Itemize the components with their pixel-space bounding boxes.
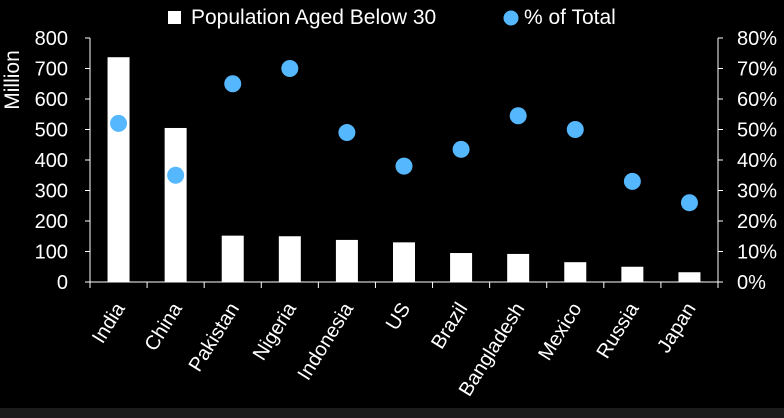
right-tick-label: 40% [737,150,777,172]
left-tick-label: 0 [57,272,68,294]
x-tick-label: India [88,298,130,347]
x-tick-label: Mexico [534,299,586,364]
right-tick-label: 0% [737,272,766,294]
x-tick-label: Brazil [427,299,472,353]
left-tick-label: 400 [35,150,68,172]
dot-bangladesh [509,107,527,125]
dot-us [395,157,413,175]
bar-bangladesh [507,253,530,282]
dot-indonesia [338,124,356,142]
dot-pakistan [224,75,242,93]
dot-russia [623,172,641,190]
bar-russia [621,266,644,282]
legend-bar-swatch [168,11,181,24]
bar-china [164,127,187,282]
bar-mexico [564,262,587,282]
bottom-strip [0,408,784,418]
right-tick-label: 80% [737,28,777,50]
bar-us [393,242,415,282]
dot-mexico [566,121,584,138]
left-tick-label: 700 [35,59,68,81]
y-axis-title: Million [1,50,24,110]
x-tick-label: Indonesia [294,298,359,384]
bar-japan [678,272,701,282]
right-tick-label: 50% [737,120,777,142]
left-tick-label: 800 [35,28,68,50]
dot-india [110,114,128,132]
x-tick-label: China [141,298,188,355]
x-tick-label: Russia [593,298,645,362]
left-tick-label: 500 [35,120,68,142]
left-tick-label: 200 [35,211,68,233]
right-tick-label: 30% [737,181,777,203]
x-tick-label: Pakistan [185,299,244,376]
x-tick-label: Nigeria [249,298,302,364]
dot-brazil [452,140,470,158]
dot-japan [680,194,698,212]
bar-series [107,57,701,283]
x-tick-label: Japan [653,299,701,357]
dot-nigeria [281,60,299,77]
left-tick-label: 300 [35,181,68,203]
left-axis-tick-labels: 0 100 200 300 400 500 600 700 800 [35,28,68,294]
chart-legend: Population Aged Below 30 % of Total [168,6,616,29]
legend-bar-label: Population Aged Below 30 [191,6,436,29]
dot-series [110,60,698,212]
right-tick-label: 70% [737,59,777,81]
right-tick-label: 20% [737,211,777,233]
bar-indonesia [335,239,358,282]
legend-dot-swatch [503,10,519,26]
right-tick-label: 10% [737,242,777,264]
left-tick-label: 100 [35,242,68,264]
right-axis-tick-labels: 0% 10% 20% 30% 40% 50% 60% 70% 80% [737,28,777,294]
right-tick-label: 60% [737,89,777,111]
legend-dot-label: % of Total [524,6,616,29]
bar-pakistan [221,235,244,282]
left-tick-label: 600 [35,89,68,111]
dot-china [167,166,185,184]
bar-india [107,57,130,283]
x-tick-label: US [382,299,415,334]
bar-nigeria [278,236,301,282]
bar-brazil [450,253,473,282]
